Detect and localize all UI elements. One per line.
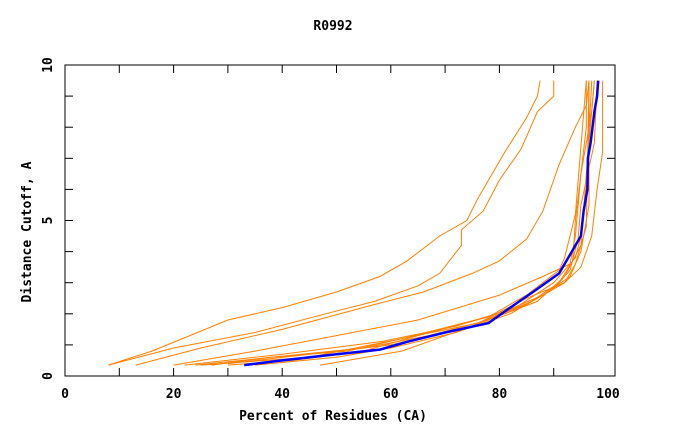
model-series-line-6 bbox=[200, 80, 590, 366]
model-series-line-3 bbox=[135, 80, 590, 366]
plot-frame bbox=[64, 64, 616, 377]
x-tick-label: 20 bbox=[166, 387, 182, 402]
y-tick-label: 10 bbox=[41, 57, 56, 73]
model-series-line-12 bbox=[195, 80, 590, 366]
y-tick-label: 0 bbox=[41, 372, 56, 380]
x-tick-label: 0 bbox=[61, 387, 69, 402]
model-series-line-4 bbox=[173, 80, 587, 366]
x-tick-label: 100 bbox=[596, 387, 620, 402]
chart-title: R0992 bbox=[313, 19, 352, 34]
y-axis-label: Distance Cutoff, A bbox=[20, 161, 35, 302]
model-series-line-1 bbox=[108, 80, 541, 366]
model-series-line-2 bbox=[108, 80, 555, 366]
x-tick-label: 80 bbox=[492, 387, 508, 402]
x-tick-label: 60 bbox=[383, 387, 399, 402]
x-axis-label: Percent of Residues (CA) bbox=[239, 409, 427, 424]
x-tick-label: 40 bbox=[274, 387, 290, 402]
model-series-line-5 bbox=[320, 80, 604, 366]
highlighted-series-line bbox=[244, 80, 600, 367]
model-series-line-10 bbox=[184, 80, 593, 366]
y-tick-label: 5 bbox=[41, 217, 56, 225]
